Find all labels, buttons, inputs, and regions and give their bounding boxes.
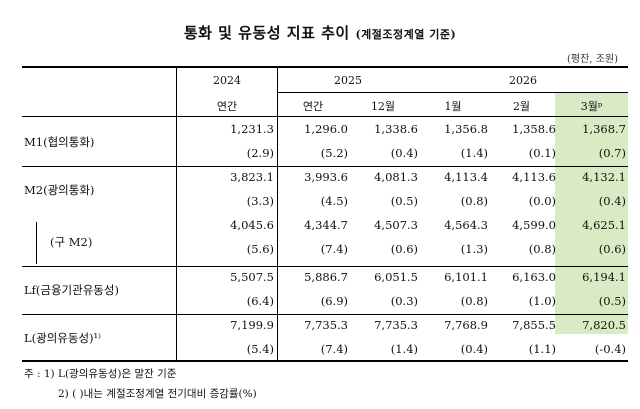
year-2025: 2025 (334, 74, 362, 87)
table-cell-change: (0.5) (598, 294, 626, 308)
table-cell-value: 4,081.3 (374, 170, 418, 184)
table-cell-change: (0.6) (598, 242, 626, 256)
table-cell-value: 5,886.7 (304, 270, 348, 284)
latest-column-highlight (555, 92, 628, 334)
table-cell-value: 3,823.1 (230, 170, 274, 184)
table-cell-change: (1.4) (460, 146, 488, 160)
table-cell-value: 4,132.1 (582, 170, 626, 184)
year-divider-rule (278, 92, 628, 93)
table-cell-change: (0.3) (390, 294, 418, 308)
subheader-feb: 2월 (512, 100, 531, 113)
table-title: 통화 및 유동성 지표 추이 (계절조정계열 기준) (0, 22, 640, 43)
table-cell-change: (0.4) (390, 146, 418, 160)
table-cell-value: 1,231.3 (230, 122, 274, 136)
table-cell-value: 4,599.0 (512, 218, 556, 232)
table-cell-value: 4,045.6 (230, 218, 274, 232)
row-label-m1: M1(협의통화) (24, 135, 95, 149)
table-cell-value: 7,735.3 (374, 318, 418, 332)
table-cell-change: (0.5) (390, 194, 418, 208)
table-cell-change: (-0.4) (594, 342, 626, 356)
table-cell-change: (6.9) (320, 294, 348, 308)
table-cell-value: 1,358.6 (512, 122, 556, 136)
table-cell-change: (3.3) (246, 194, 274, 208)
label-divider (176, 68, 177, 360)
row-rule-2 (22, 266, 628, 267)
footnote-1: 주 : 1) L(광의유동성)은 말잔 기준 (24, 368, 177, 380)
header-bottom-rule (22, 116, 628, 117)
table-cell-value: 7,855.5 (512, 318, 556, 332)
subheader-jan: 1월 (444, 100, 462, 113)
table-cell-change: (0.8) (528, 242, 556, 256)
footnote-2: 2) ( )내는 계절조정계열 전기대비 증감률(%) (58, 388, 257, 400)
row-label-lf: Lf(금융기관유동성) (24, 283, 119, 297)
table-cell-value: 7,735.3 (304, 318, 348, 332)
table-cell-value: 4,113.4 (444, 170, 488, 184)
table-cell-value: 4,625.1 (582, 218, 626, 232)
table-cell-value: 4,344.7 (304, 218, 348, 232)
table-cell-change: (4.5) (320, 194, 348, 208)
table-cell-value: 6,101.1 (444, 270, 488, 284)
table-cell-change: (7.4) (320, 242, 348, 256)
table-cell-change: (0.1) (528, 146, 556, 160)
year-2026: 2026 (509, 74, 537, 87)
table-cell-value: 4,113.6 (512, 170, 556, 184)
table-cell-value: 1,338.6 (374, 122, 418, 136)
table-cell-value: 6,051.5 (374, 270, 418, 284)
table-cell-value: 6,194.1 (582, 270, 626, 284)
unit-label: (평잔, 조원) (567, 54, 618, 65)
table-cell-value: 6,163.0 (512, 270, 556, 284)
table-cell-change: (0.4) (460, 342, 488, 356)
table-cell-change: (0.8) (460, 194, 488, 208)
row-label-l: L(광의유동성)¹⁾ (24, 331, 101, 345)
table-bottom-rule (22, 360, 628, 362)
table-cell-value: 4,507.3 (374, 218, 418, 232)
table-cell-change: (5.2) (320, 146, 348, 160)
table-cell-value: 1,368.7 (582, 122, 626, 136)
table-cell-change: (5.4) (246, 342, 274, 356)
old-m2-bracket (36, 222, 45, 264)
subheader-mar: 3월ᵖ (580, 100, 603, 113)
table-cell-change: (2.9) (246, 146, 274, 160)
subheader-annual-2025: 연간 (302, 100, 324, 113)
row-label-m2: M2(광의통화) (24, 183, 95, 197)
table-cell-change: (1.0) (528, 294, 556, 308)
year-divider-2024 (277, 68, 278, 360)
table-cell-value: 1,296.0 (304, 122, 348, 136)
table-cell-change: (7.4) (320, 342, 348, 356)
table-cell-change: (0.7) (598, 146, 626, 160)
table-cell-value: 3,993.6 (304, 170, 348, 184)
table-cell-value: 7,199.9 (230, 318, 274, 332)
table-cell-change: (0.4) (598, 194, 626, 208)
table-cell-change: (0.8) (460, 294, 488, 308)
subheader-annual-2024: 연간 (216, 100, 238, 113)
table-cell-change: (0.6) (390, 242, 418, 256)
row-label-old-m2: (구 M2) (50, 235, 93, 249)
title-main: 통화 및 유동성 지표 추이 (183, 24, 350, 42)
title-sub: (계절조정계열 기준) (355, 28, 457, 41)
table-top-rule (22, 66, 628, 68)
table-cell-change: (6.4) (246, 294, 274, 308)
table-cell-value: 7,820.5 (582, 318, 626, 332)
table-cell-change: (1.3) (460, 242, 488, 256)
table-cell-change: (0.0) (528, 194, 556, 208)
subheader-dec: 12월 (370, 100, 396, 113)
table-cell-value: 1,356.8 (444, 122, 488, 136)
table-cell-value: 4,564.3 (444, 218, 488, 232)
year-2024: 2024 (213, 74, 241, 87)
table-cell-change: (1.1) (528, 342, 556, 356)
row-rule-1 (22, 166, 628, 167)
table-cell-value: 5,507.5 (230, 270, 274, 284)
row-rule-3 (22, 314, 628, 315)
table-cell-change: (5.6) (246, 242, 274, 256)
table-cell-value: 7,768.9 (444, 318, 488, 332)
table-cell-change: (1.4) (390, 342, 418, 356)
